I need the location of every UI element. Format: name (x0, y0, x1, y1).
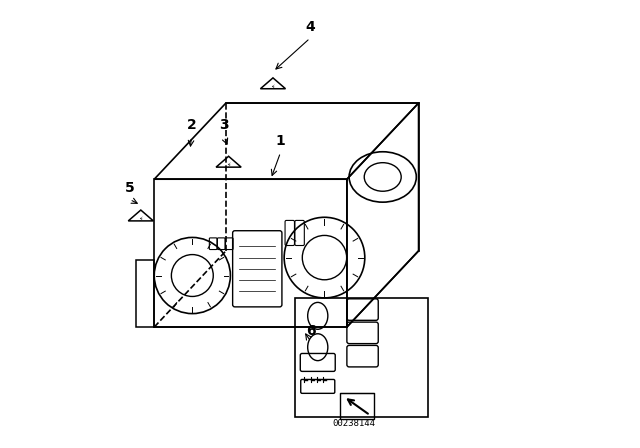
Text: 3: 3 (220, 118, 229, 133)
Text: ⚡: ⚡ (271, 85, 275, 90)
Text: 1: 1 (276, 134, 285, 148)
Text: 6: 6 (306, 323, 316, 338)
Text: 00238144: 00238144 (332, 419, 375, 428)
Bar (340, 393, 374, 419)
Text: ⚡: ⚡ (139, 217, 143, 222)
Bar (296, 298, 428, 417)
Text: 5: 5 (125, 181, 134, 195)
Text: 2: 2 (186, 118, 196, 133)
Text: ⚡: ⚡ (227, 163, 231, 168)
Text: 4: 4 (305, 20, 315, 34)
